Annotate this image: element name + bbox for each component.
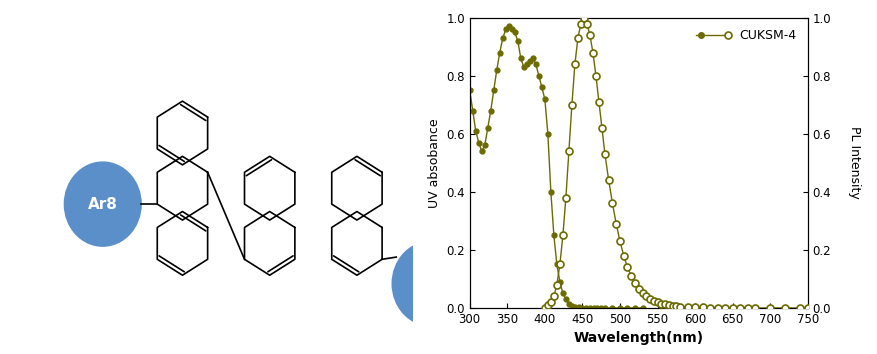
Ellipse shape — [392, 242, 468, 326]
Y-axis label: PL Intensity: PL Intensity — [847, 126, 860, 199]
Text: Ar8: Ar8 — [415, 276, 445, 291]
Y-axis label: UV absobance: UV absobance — [427, 118, 440, 208]
X-axis label: Wavelength(nm): Wavelength(nm) — [573, 331, 703, 346]
Legend: CUKSM-4: CUKSM-4 — [690, 24, 801, 47]
Text: Ar8: Ar8 — [88, 196, 118, 212]
Ellipse shape — [64, 162, 141, 246]
